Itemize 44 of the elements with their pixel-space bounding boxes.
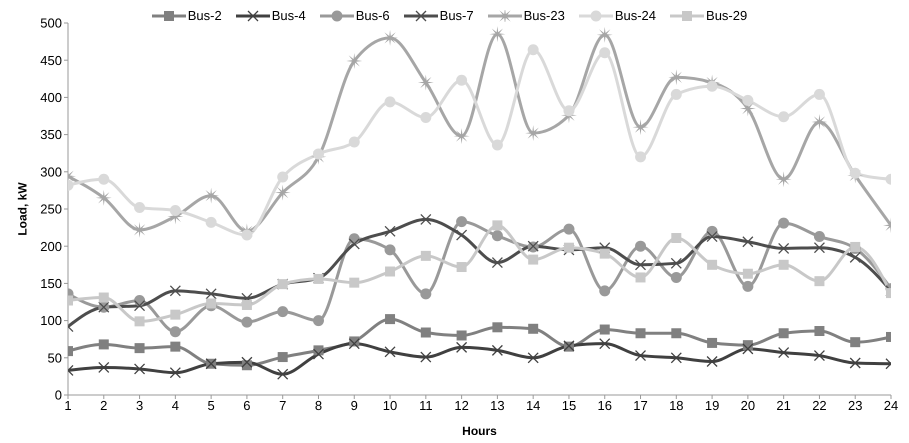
y-tick-label: 350 bbox=[40, 127, 62, 142]
x-tick-label: 18 bbox=[669, 398, 684, 414]
legend-label: Bus-24 bbox=[614, 8, 656, 23]
x-tick-label: 11 bbox=[419, 398, 433, 414]
x-tick-label: 9 bbox=[350, 398, 358, 414]
x-tick-label: 17 bbox=[633, 398, 648, 414]
y-tick-label: 200 bbox=[40, 238, 62, 254]
legend-label: Bus-7 bbox=[440, 8, 474, 23]
x-axis-title: Hours bbox=[462, 424, 498, 438]
y-tick-label: 0 bbox=[54, 388, 62, 403]
y-tick-label: 50 bbox=[48, 350, 62, 366]
y-tick-label: 450 bbox=[40, 52, 62, 68]
y-tick-label: 250 bbox=[40, 202, 62, 217]
legend-label: Bus-6 bbox=[356, 8, 390, 23]
x-tick-label: 16 bbox=[598, 398, 612, 414]
y-tick-label: 300 bbox=[40, 164, 62, 180]
x-tick-label: 10 bbox=[382, 398, 398, 414]
x-tick-label: 7 bbox=[279, 398, 286, 414]
x-tick-label: 22 bbox=[812, 398, 827, 414]
y-tick-label: 100 bbox=[40, 313, 62, 328]
x-tick-label: 2 bbox=[100, 398, 108, 414]
y-tick-label: 150 bbox=[40, 276, 62, 292]
x-tick-label: 20 bbox=[740, 398, 756, 414]
legend-label: Bus-23 bbox=[524, 8, 565, 23]
y-axis-title: Load, kW bbox=[15, 182, 30, 236]
x-tick-label: 21 bbox=[776, 398, 791, 414]
x-tick-label: 1 bbox=[64, 398, 72, 414]
x-tick-label: 24 bbox=[884, 398, 898, 414]
x-tick-label: 12 bbox=[454, 398, 469, 414]
legend-label: Bus-4 bbox=[272, 8, 306, 23]
legend-label: Bus-29 bbox=[706, 8, 748, 23]
x-tick-label: 14 bbox=[526, 398, 540, 414]
x-tick-label: 15 bbox=[562, 398, 576, 414]
x-tick-label: 23 bbox=[848, 398, 862, 414]
x-tick-label: 5 bbox=[208, 398, 215, 414]
legend-label: Bus-2 bbox=[188, 8, 222, 23]
x-tick-label: 6 bbox=[243, 398, 251, 414]
y-tick-label: 400 bbox=[40, 90, 62, 106]
x-tick-label: 4 bbox=[172, 398, 179, 414]
x-tick-label: 19 bbox=[704, 398, 720, 414]
x-tick-label: 8 bbox=[314, 398, 322, 414]
x-tick-label: 13 bbox=[490, 398, 505, 414]
x-tick-label: 3 bbox=[136, 398, 144, 414]
y-tick-label: 500 bbox=[40, 16, 62, 31]
